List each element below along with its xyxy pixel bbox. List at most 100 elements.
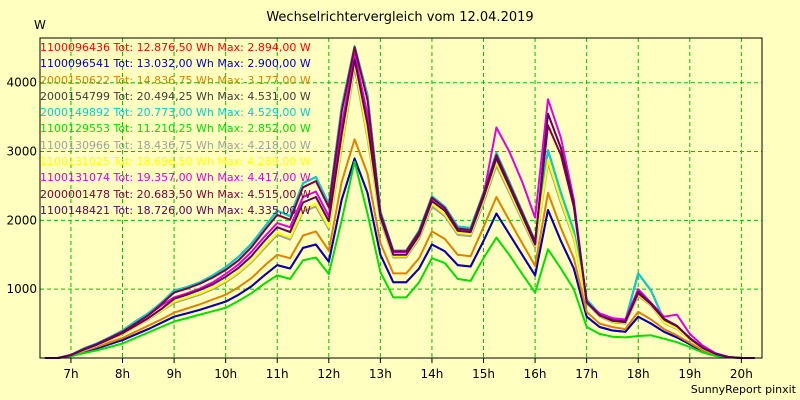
data-point bbox=[624, 320, 627, 323]
data-point bbox=[211, 274, 214, 277]
data-point bbox=[637, 291, 640, 293]
data-point bbox=[160, 322, 162, 324]
data-point bbox=[431, 196, 433, 199]
data-point bbox=[431, 257, 433, 260]
data-point bbox=[173, 300, 175, 303]
data-point bbox=[237, 263, 240, 266]
data-point bbox=[547, 159, 549, 161]
data-point bbox=[250, 242, 253, 245]
data-point bbox=[315, 190, 317, 193]
data-point bbox=[444, 209, 446, 212]
series-line bbox=[45, 157, 755, 359]
data-point bbox=[495, 152, 498, 154]
legend: 1100096436 Tot: 12.876,50 Wh Max: 2.894,… bbox=[40, 40, 311, 219]
data-point bbox=[379, 253, 382, 256]
x-tick-label: 16h bbox=[524, 367, 547, 381]
data-point bbox=[495, 157, 498, 160]
data-point bbox=[663, 321, 665, 324]
data-point bbox=[173, 298, 175, 300]
data-point bbox=[211, 287, 214, 289]
data-point bbox=[418, 257, 420, 260]
data-point bbox=[250, 285, 253, 288]
data-point bbox=[340, 219, 343, 222]
data-point bbox=[186, 307, 188, 310]
data-point bbox=[572, 202, 575, 204]
x-tick-label: 11h bbox=[266, 367, 289, 381]
data-point bbox=[585, 326, 588, 328]
data-point bbox=[456, 278, 459, 280]
data-point bbox=[689, 342, 691, 344]
data-point bbox=[585, 301, 588, 304]
data-point bbox=[328, 220, 330, 222]
data-point bbox=[134, 320, 137, 323]
data-point bbox=[289, 238, 291, 241]
data-point bbox=[276, 264, 279, 266]
data-point bbox=[676, 334, 678, 337]
data-point bbox=[701, 344, 704, 347]
data-point bbox=[199, 289, 201, 291]
data-point bbox=[134, 322, 137, 325]
data-point bbox=[663, 337, 665, 340]
data-point bbox=[263, 240, 266, 242]
data-point bbox=[689, 333, 691, 335]
data-point bbox=[714, 355, 717, 357]
data-point bbox=[211, 276, 214, 279]
data-point bbox=[134, 337, 137, 339]
x-tick-label: 12h bbox=[317, 367, 340, 381]
data-point bbox=[469, 255, 472, 257]
legend-entry-1100148421: 1100148421 Tot: 18.726,00 Wh Max: 4.335,… bbox=[40, 203, 311, 217]
data-point bbox=[302, 201, 304, 204]
data-point bbox=[173, 289, 175, 292]
data-point bbox=[160, 326, 162, 328]
data-point bbox=[289, 267, 291, 270]
data-point bbox=[456, 234, 459, 236]
data-point bbox=[147, 328, 150, 330]
data-point bbox=[444, 262, 446, 264]
x-tick-label: 10h bbox=[214, 367, 237, 381]
data-point bbox=[173, 320, 175, 323]
data-point bbox=[598, 333, 601, 335]
data-point bbox=[237, 267, 240, 269]
data-point bbox=[560, 136, 562, 139]
data-point bbox=[224, 273, 227, 275]
data-point bbox=[701, 347, 704, 349]
data-point bbox=[147, 314, 150, 317]
data-point bbox=[147, 331, 150, 334]
data-point bbox=[418, 281, 420, 284]
data-point bbox=[224, 300, 227, 303]
data-point bbox=[572, 288, 575, 290]
data-point bbox=[469, 280, 472, 282]
data-point bbox=[289, 278, 291, 280]
data-point bbox=[315, 256, 317, 259]
data-point bbox=[560, 227, 562, 229]
data-point bbox=[611, 317, 614, 319]
data-point bbox=[456, 264, 459, 266]
data-point bbox=[315, 196, 317, 198]
data-point bbox=[405, 253, 407, 256]
data-point bbox=[701, 351, 704, 354]
data-point bbox=[534, 274, 536, 277]
data-point bbox=[534, 245, 536, 247]
data-point bbox=[508, 219, 511, 222]
data-point bbox=[392, 272, 395, 275]
legend-entry-1100130966: 1100130966 Tot: 18.436,75 Wh Max: 4.218,… bbox=[40, 138, 311, 152]
data-point bbox=[83, 352, 85, 354]
data-point bbox=[431, 195, 433, 198]
data-point bbox=[482, 257, 485, 260]
data-point bbox=[611, 329, 614, 332]
data-point bbox=[676, 324, 678, 327]
data-point bbox=[624, 331, 627, 333]
data-point bbox=[611, 335, 614, 338]
data-point bbox=[431, 243, 433, 246]
x-tick-label: 9h bbox=[166, 367, 181, 381]
y-tick-label: 3000 bbox=[6, 145, 37, 159]
data-point bbox=[302, 259, 304, 262]
data-point bbox=[444, 250, 446, 253]
legend-entry-1100096436: 1100096436 Tot: 12.876,50 Wh Max: 2.894,… bbox=[40, 41, 311, 54]
data-point bbox=[560, 267, 562, 270]
data-point bbox=[340, 133, 343, 136]
data-point bbox=[186, 317, 188, 319]
data-point bbox=[173, 291, 175, 294]
data-point bbox=[611, 319, 614, 321]
